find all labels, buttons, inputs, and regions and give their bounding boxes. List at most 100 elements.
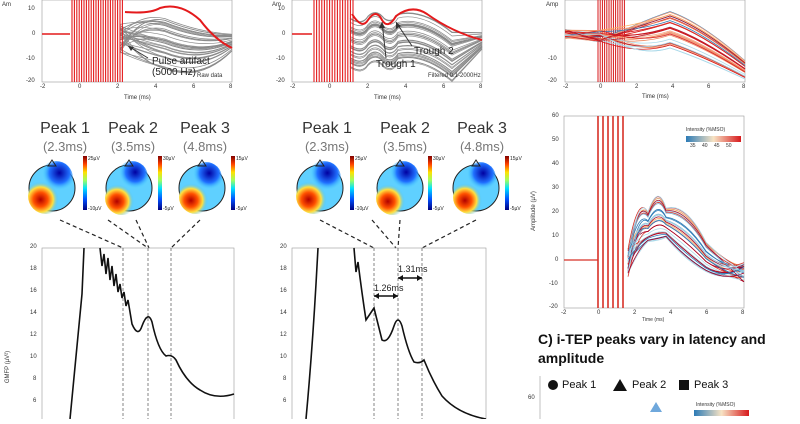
topo-scale-min: -10µV	[88, 206, 102, 212]
legend-peak2: Peak 2	[632, 379, 667, 391]
raw-ytick-10: 10	[28, 6, 35, 12]
intensity-trace	[564, 18, 746, 65]
intensity-traces-top-plot: Amp -10 -20 -2 0 2 4 6 8 Time (ms)	[540, 0, 755, 105]
filtered-data-svg	[291, 0, 483, 83]
intensity-trace	[564, 11, 746, 62]
gmfp-ytick: 10	[280, 354, 287, 360]
intensity-trace	[627, 237, 745, 277]
mr-ytick: -20	[549, 304, 558, 310]
raw-trace	[119, 35, 233, 49]
connector	[421, 219, 477, 249]
tr-xtick: 6	[707, 84, 711, 90]
legend-peak1: Peak 1	[562, 379, 597, 391]
intensity-trace	[627, 220, 745, 278]
intensity-trace	[627, 233, 745, 274]
gmfp-mid-frame	[291, 247, 487, 424]
tr-xtick: -2	[563, 84, 569, 90]
tr-xtick: 2	[635, 84, 639, 90]
peak-name: Peak 2	[380, 120, 430, 137]
filtered-trace	[349, 47, 483, 77]
filtered-highlight-trace	[351, 8, 483, 41]
topo-head-3	[452, 159, 500, 214]
peak2-marker	[613, 379, 627, 391]
intensity-main-svg	[563, 115, 745, 309]
mr-xtick: 4	[669, 310, 673, 316]
gmfp-ytick: 20	[30, 244, 37, 250]
gmfp-ytick: 12	[30, 332, 37, 338]
gmfp-ytick: 14	[30, 310, 37, 316]
raw-red-traces	[42, 0, 123, 82]
filt-ytick: 0	[282, 31, 286, 37]
gmfp-ytick: 14	[280, 310, 287, 316]
filtered-trace	[349, 12, 483, 34]
intensity-trace	[627, 203, 745, 278]
intensity-trace	[627, 199, 745, 283]
intensity-trace	[627, 214, 745, 271]
filt-ytick: 10	[278, 6, 285, 12]
topo-scale-1	[83, 156, 87, 210]
intensity-trace	[627, 216, 745, 269]
trough1-label: Trough 1	[376, 59, 416, 70]
topo-left-svg	[28, 156, 235, 215]
filtered-trace	[349, 26, 483, 47]
filtered-trace	[349, 24, 483, 46]
topo-scale-1	[350, 156, 354, 210]
intensity-trace	[564, 14, 746, 63]
filt-ytick: -10	[276, 56, 285, 62]
mr-ytick: -10	[549, 281, 558, 287]
tr-ytick: -10	[548, 56, 557, 62]
peak-latency: (4.8ms)	[459, 139, 505, 154]
intensity-colorbar	[686, 136, 741, 142]
artifact-label-2: (5000 Hz)	[152, 67, 196, 78]
connector	[371, 219, 397, 249]
intensity-trace	[564, 31, 746, 73]
filtered-trace	[349, 45, 483, 72]
peak-latency: (3.5ms)	[110, 139, 156, 154]
connector	[135, 219, 150, 249]
filtered-trace	[349, 44, 483, 70]
filtered-trace	[349, 46, 483, 75]
raw-ytick-m20: -20	[26, 78, 35, 84]
peak-name: Peak 1	[302, 120, 352, 137]
filtered-trace	[349, 46, 483, 77]
filt-xtick: 2	[366, 84, 370, 90]
peak-name: Peak 2	[108, 120, 158, 137]
trough1-arrowhead	[379, 22, 385, 28]
topo-scale-min: -5µV	[163, 206, 174, 212]
gmfp-ytick: 16	[280, 288, 287, 294]
arrowhead	[393, 293, 398, 299]
mr-ytick: 50	[552, 137, 559, 143]
raw-trace	[119, 48, 233, 72]
raw-xtick: 8	[229, 84, 233, 90]
topo-scale-min: -10µV	[355, 206, 369, 212]
topo-scale-max: 15µV	[510, 156, 522, 162]
peak-latency: (3.5ms)	[382, 139, 428, 154]
arrowhead	[417, 275, 422, 281]
mr-ytick: 20	[552, 209, 559, 215]
gmfp-ylabel: GMFP (µV²)	[5, 350, 12, 384]
filt-corner-label: Filtered 0.1-2000Hz	[428, 73, 481, 79]
intensity-trace	[627, 235, 745, 277]
gmfp-ytick: 10	[30, 354, 37, 360]
filtered-red-traces	[292, 0, 354, 82]
raw-trace	[119, 38, 233, 51]
raw-trace	[119, 19, 233, 51]
gmfp-ytick: 18	[30, 266, 37, 272]
filt-xtick: -2	[290, 84, 296, 90]
topo-scale-2	[158, 156, 162, 210]
raw-ylabel: Am	[2, 2, 11, 8]
mr-ytick: 40	[552, 161, 559, 167]
gmfp-ytick: 8	[33, 376, 37, 382]
raw-trace	[119, 29, 233, 50]
raw-trace	[119, 29, 233, 47]
mr-ytick: 0	[555, 257, 559, 263]
peak-name: Peak 3	[180, 120, 230, 137]
filtered-trace	[349, 43, 483, 66]
panel-c: C) i-TEP peaks vary in latency and ampli…	[528, 330, 800, 419]
topo-scale-max: 25µV	[355, 156, 367, 162]
intensity-trace	[627, 209, 745, 274]
intensity-trace	[564, 33, 746, 80]
connector	[59, 219, 124, 249]
filtered-trace	[349, 40, 483, 62]
legend-peak3: Peak 3	[694, 379, 729, 391]
